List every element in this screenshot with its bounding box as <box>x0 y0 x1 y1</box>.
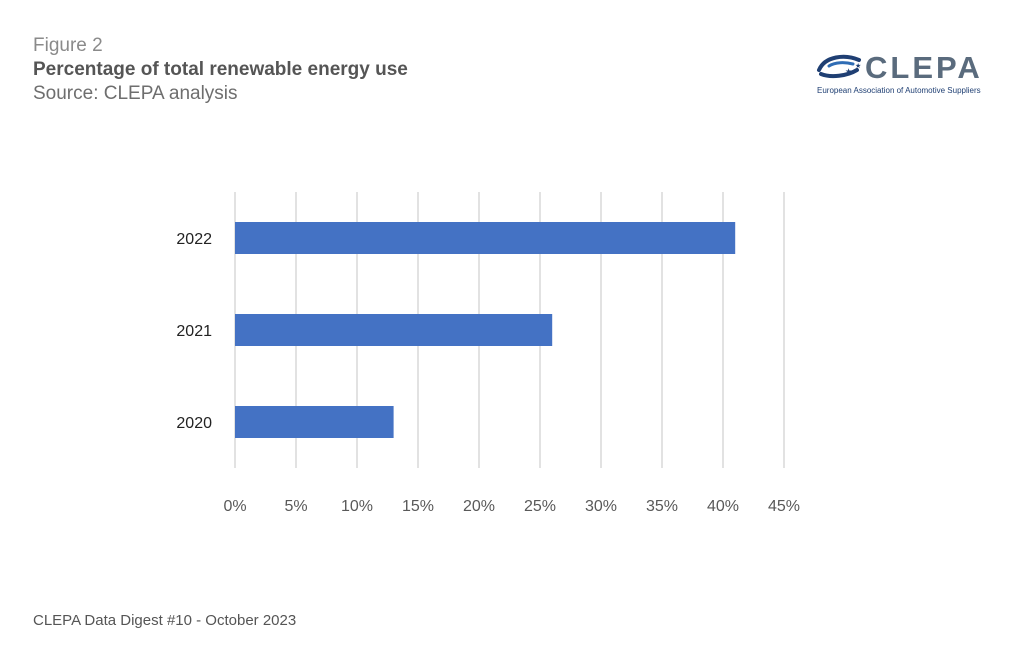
chart-category-labels: 2022 2021 2020 <box>176 231 212 432</box>
bar-2020 <box>235 406 394 438</box>
svg-text:★: ★ <box>855 62 861 70</box>
figure-title: Percentage of total renewable energy use <box>33 59 408 80</box>
x-tick-label: 35% <box>646 498 678 515</box>
svg-text:★: ★ <box>845 67 852 76</box>
x-tick-label: 20% <box>463 498 495 515</box>
clepa-logo: ★ ★ CLEPA European Association of Automo… <box>815 46 987 98</box>
logo-tagline: European Association of Automotive Suppl… <box>817 86 981 95</box>
logo-wordmark: CLEPA <box>865 50 983 85</box>
figure-source: Source: CLEPA analysis <box>33 83 238 104</box>
x-tick-label: 15% <box>402 498 434 515</box>
bar-2021 <box>235 314 553 346</box>
category-label-2020: 2020 <box>176 415 212 432</box>
category-label-2022: 2022 <box>176 231 212 248</box>
x-tick-label: 45% <box>768 498 800 515</box>
figure-label: Figure 2 <box>33 35 103 56</box>
chart-bars <box>235 222 736 438</box>
figure-header: Figure 2 Percentage of total renewable e… <box>33 34 408 106</box>
x-tick-label: 0% <box>223 498 246 515</box>
chart-tick-labels: 0% 5% 10% 15% 20% 25% 30% 35% 40% 45% <box>223 498 800 515</box>
x-tick-label: 30% <box>585 498 617 515</box>
bar-2022 <box>235 222 736 254</box>
x-tick-label: 5% <box>284 498 307 515</box>
x-tick-label: 10% <box>341 498 373 515</box>
category-label-2021: 2021 <box>176 323 212 340</box>
stars-swoosh-icon: ★ ★ <box>817 54 861 79</box>
x-tick-label: 40% <box>707 498 739 515</box>
x-tick-label: 25% <box>524 498 556 515</box>
footer-text: CLEPA Data Digest #10 - October 2023 <box>33 612 297 629</box>
